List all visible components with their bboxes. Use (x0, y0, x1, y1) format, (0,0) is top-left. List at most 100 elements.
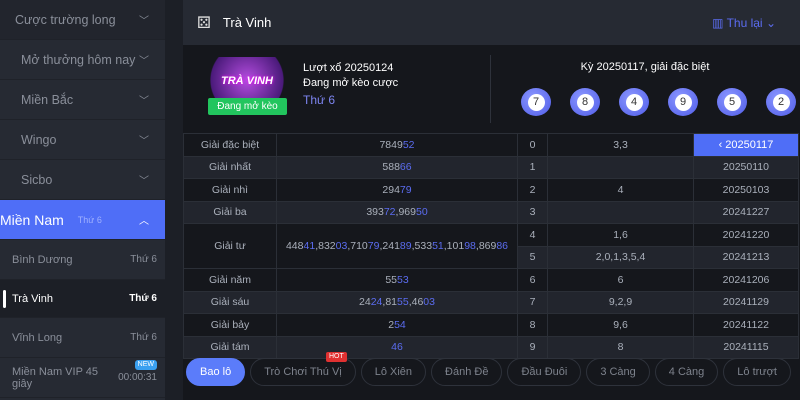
subitem-label: Bình Dương (12, 253, 73, 266)
head-digit: 1 (517, 155, 548, 179)
number-prefix: 393 (366, 206, 384, 219)
table-row: Giải sáu 2424,8155,4603 7 9,2,9 20241129 (183, 290, 799, 314)
prize-numbers: 58866 (276, 155, 518, 179)
draw-info: TRÀ VINH Đang mở kèo Lượt xổ 20250124 Đan… (183, 45, 800, 133)
subitem-day: 00:00:31 (118, 372, 157, 383)
chevron-left-icon: ‹ (718, 138, 726, 151)
sidebar-item[interactable]: Cược trường long ﹀ (0, 0, 165, 40)
head-values: 9,2,9 (547, 290, 694, 314)
subitem-label: Vĩnh Long (12, 331, 63, 344)
draw-date[interactable]: 20241129 (693, 290, 799, 314)
prize-numbers: 46 (276, 335, 518, 359)
sidebar-subitem[interactable]: Bình Dương Thứ 6 (0, 240, 165, 280)
results-table: Giải đặc biệt 784952 0 3,3 ‹ 20250117 Giải nh… (183, 133, 799, 359)
number-prefix: 294 (382, 183, 400, 196)
draw-date[interactable]: 20241220 (693, 223, 799, 247)
draw-date[interactable]: 20241115 (693, 335, 799, 359)
sidebar-item-label: Mở thưởng hôm nay (21, 52, 136, 67)
prize-label: Giải tám (183, 335, 277, 359)
history-dropdown[interactable]: ▥ Thu lại ⌄ (712, 15, 776, 30)
tab-7[interactable]: Lô trượt (723, 358, 791, 386)
head-digit: 7 (517, 290, 548, 314)
number-suffix: 66 (399, 161, 412, 174)
draw-date[interactable]: 20241122 (693, 313, 799, 337)
number-suffix: 52 (402, 138, 415, 151)
tab-4[interactable]: Đầu Đuôi (507, 358, 582, 386)
weekday: Thứ 6 (303, 93, 336, 107)
tab-1[interactable]: Trò Chơi Thú Vị HOT (250, 352, 356, 386)
sidebar-subitem[interactable]: Vĩnh Long Thứ 6 (0, 318, 165, 358)
tab-label: 4 Càng (668, 366, 705, 378)
table-row: Giải ba 39372,96950 3 20241227 (183, 200, 799, 224)
ball-number: 4 (625, 93, 643, 111)
table-row: Giải tám 46 9 8 20241115 (183, 335, 799, 359)
number-prefix: 2 (388, 318, 395, 331)
head-values (547, 200, 694, 224)
sidebar-item[interactable]: Wingo ﹀ (0, 120, 165, 160)
ball-number: 9 (674, 93, 692, 111)
dice-icon: ⚄ (197, 14, 211, 32)
prize-label: Giải tư (183, 223, 277, 269)
sidebar-subitem[interactable]: Miền Nam VIP 45 giây 00:00:31 NEW (0, 358, 165, 398)
draw-date[interactable]: ‹ 20250117 (693, 133, 799, 157)
number-suffix: 54 (394, 318, 406, 331)
prize-label: Giải nhì (183, 178, 277, 202)
result-ball: 8 (570, 88, 600, 116)
subitem-day: Thứ 6 (129, 293, 157, 304)
tab-label: Đầu Đuôi (521, 366, 568, 378)
sidebar-item[interactable]: Mở thưởng hôm nay ﹀ (0, 40, 165, 80)
number-suffix: 03 (423, 296, 435, 309)
number-suffix: 89 (399, 240, 412, 252)
ball-number: 5 (723, 93, 741, 111)
draw-date[interactable]: 20241227 (693, 200, 799, 224)
chevron-down-icon: ﹀ (139, 96, 149, 107)
subitem-label: Trà Vinh (12, 292, 53, 305)
number-prefix: 81 (385, 296, 397, 309)
tab-3[interactable]: Đánh Đề (431, 358, 503, 386)
sidebar-item-label: Wingo (21, 132, 57, 147)
result-ball: 9 (668, 88, 698, 116)
sidebar-item-label: Miền Nam (0, 211, 64, 228)
tab-2[interactable]: Lô Xiên (360, 358, 427, 386)
tab-label: Đánh Đề (445, 366, 489, 378)
number-prefix: 533 (414, 240, 433, 252)
ball-number: 8 (576, 93, 594, 111)
subitem-day: Thứ 6 (130, 254, 157, 265)
prize-label: Giải đặc biệt (183, 133, 277, 157)
sidebar-subitem[interactable]: Trà Vinh Thứ 6 (0, 280, 165, 318)
prize-label: Giải sáu (183, 290, 277, 314)
sidebar-item[interactable]: Sicbo ﹀ (0, 160, 165, 200)
ball-number: 7 (527, 93, 545, 111)
tab-5[interactable]: 3 Càng (586, 358, 650, 386)
number-prefix: 448 (285, 240, 304, 252)
number-suffix: 46 (391, 341, 403, 354)
number-suffix: 41 (303, 240, 316, 252)
chart-icon: ▥ (712, 15, 727, 30)
draw-date[interactable]: 20250110 (693, 155, 799, 179)
number-prefix: 46 (411, 296, 424, 309)
tab-0[interactable]: Bao lô (186, 358, 246, 386)
head-values: 2,0,1,3,5,4 (547, 245, 694, 269)
sidebar-item-label: Sicbo (21, 172, 53, 187)
tab-6[interactable]: 4 Càng (654, 358, 719, 386)
number-suffix: 51 (432, 240, 444, 252)
number-prefix: 588 (382, 161, 400, 174)
draw-date[interactable]: 20241213 (693, 245, 799, 269)
draw-status: Đang mở kèo cược (303, 77, 399, 89)
head-values: 4 (547, 178, 694, 202)
sidebar-item-label: Miền Bắc (21, 92, 74, 107)
head-digit: 9 (517, 335, 548, 359)
status-badge: Đang mở kèo (208, 98, 287, 115)
last-result-title: Kỳ 20250117, giải đặc biệt (580, 61, 710, 73)
head-values: 9,6 (547, 313, 694, 337)
tab-label: Trò Chơi Thú Vị (264, 366, 342, 378)
sidebar-item[interactable]: Miền Bắc ﹀ (0, 80, 165, 120)
draw-date[interactable]: 20241206 (693, 268, 799, 292)
prize-numbers: 2424,8155,4603 (276, 290, 518, 314)
sidebar-item[interactable]: Miền Nam Thứ 6 ︿ (0, 200, 165, 240)
tab-label: Lô Xiên (374, 366, 413, 378)
draw-date[interactable]: 20250103 (693, 178, 799, 202)
result-ball: 2 (766, 88, 796, 116)
chevron-up-icon: ︿ (139, 216, 149, 227)
prize-numbers: 29479 (276, 178, 518, 202)
